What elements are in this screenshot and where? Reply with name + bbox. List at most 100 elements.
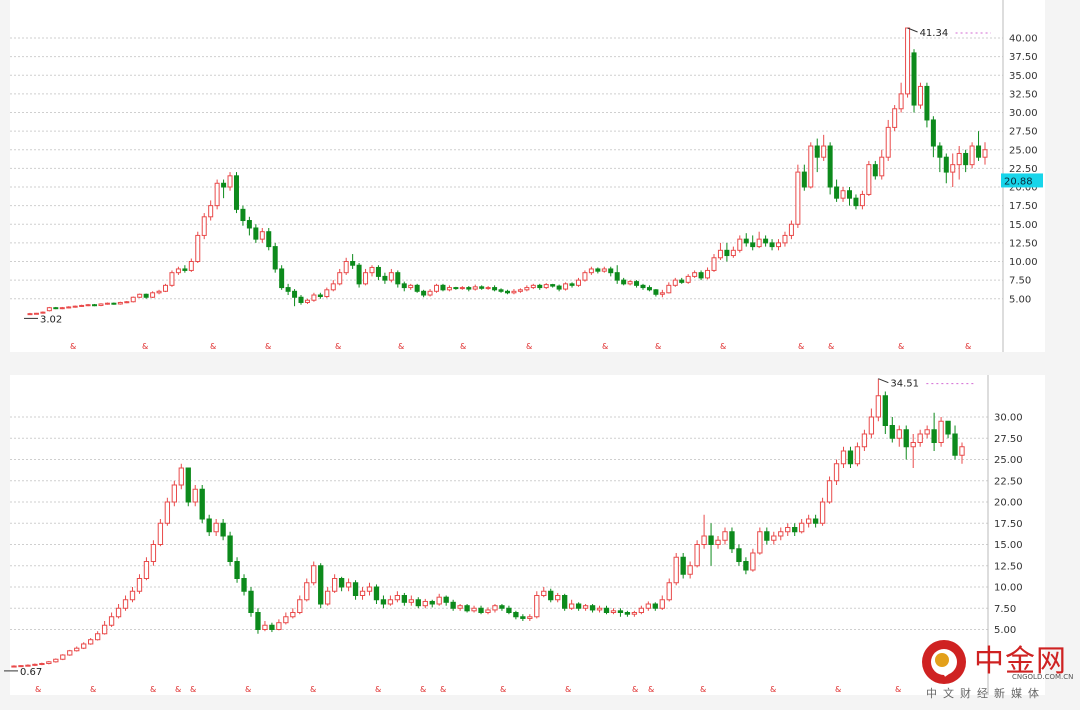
candle-body <box>46 307 52 312</box>
candle <box>169 270 175 287</box>
candle-body <box>814 145 820 158</box>
candle-body <box>621 279 627 285</box>
candle <box>499 604 505 611</box>
y-tick-label: 30.00 <box>1009 108 1038 119</box>
candle-body <box>39 663 45 665</box>
candle <box>492 285 498 292</box>
candle-body <box>646 287 652 291</box>
candle-body <box>143 561 150 579</box>
candle-body <box>743 561 749 571</box>
candle <box>337 268 343 286</box>
candle-body <box>304 299 310 303</box>
candle <box>363 268 369 286</box>
candle <box>520 614 526 621</box>
candle-body <box>945 420 951 435</box>
candle <box>892 105 898 132</box>
candle <box>185 467 191 507</box>
candle <box>79 304 85 307</box>
candle-body <box>708 535 714 545</box>
candle <box>750 548 756 572</box>
candle-body <box>485 287 491 290</box>
candle-body <box>853 197 859 207</box>
candle <box>812 514 819 528</box>
candle-body <box>588 268 594 274</box>
candle-body <box>866 164 872 195</box>
event-marker: & <box>70 342 76 351</box>
candle-body <box>208 205 214 218</box>
candle-body <box>924 85 930 121</box>
candle <box>32 663 38 667</box>
candle <box>730 246 736 258</box>
candle-body <box>324 289 330 298</box>
candle-body <box>722 531 728 541</box>
event-marker: & <box>895 685 901 694</box>
candle <box>387 595 394 606</box>
candle <box>715 536 721 549</box>
candle <box>517 288 523 293</box>
candle-body <box>338 578 345 588</box>
candle-body <box>317 294 323 298</box>
candle <box>163 283 169 293</box>
candle <box>408 595 414 606</box>
candle <box>67 649 73 656</box>
candle <box>743 233 749 247</box>
candle <box>46 306 52 312</box>
candle-body <box>821 145 827 158</box>
candle <box>39 662 45 666</box>
candle-body <box>137 293 143 298</box>
candle-body <box>903 429 909 448</box>
candle <box>524 285 530 292</box>
event-marker: & <box>770 685 776 694</box>
candle <box>631 610 638 617</box>
candle-body <box>666 582 672 601</box>
watermark-url: CNGOLD.COM.CN <box>1012 673 1074 681</box>
peak-label: 41.34 <box>920 28 949 39</box>
event-marker: & <box>828 342 834 351</box>
candle <box>262 621 268 632</box>
candle <box>550 283 556 288</box>
candle <box>763 235 769 247</box>
candle-body <box>436 596 442 605</box>
candle-body <box>485 609 491 613</box>
event-marker: & <box>648 685 654 694</box>
candle <box>534 591 540 619</box>
candle <box>92 303 98 307</box>
y-tick-label: 20.00 <box>994 498 1023 509</box>
candle-body <box>171 484 177 503</box>
candle-body <box>627 281 633 285</box>
candle-body <box>730 249 736 257</box>
candle <box>601 266 607 273</box>
candle <box>687 561 693 579</box>
candle-body <box>861 433 868 448</box>
candle-body <box>46 661 52 664</box>
event-marker: & <box>632 685 638 694</box>
candle-body <box>952 433 958 456</box>
candle <box>453 286 459 290</box>
candle <box>885 119 891 161</box>
candle-body <box>117 301 123 305</box>
candle-body <box>659 599 665 609</box>
candle-body <box>304 582 310 601</box>
candle-body <box>652 603 658 609</box>
candle-body <box>415 599 421 607</box>
event-marker: & <box>565 685 571 694</box>
candle-body <box>422 600 428 607</box>
candle <box>808 142 814 189</box>
candle <box>434 283 440 293</box>
event-marker: & <box>700 685 706 694</box>
y-tick-label: 25.00 <box>994 455 1023 466</box>
candle <box>143 557 150 581</box>
candle-body <box>246 220 252 229</box>
y-tick-label: 30.00 <box>994 413 1023 424</box>
candle-body <box>111 302 117 305</box>
candle-body <box>382 275 388 281</box>
candle-body <box>373 586 380 601</box>
candle-body <box>408 599 414 603</box>
candle-body <box>401 283 407 289</box>
candle <box>938 417 944 447</box>
candle-body <box>847 450 854 465</box>
candle <box>290 608 296 619</box>
candle-body <box>220 522 226 537</box>
candle-body <box>511 290 517 294</box>
candle-body <box>269 624 275 630</box>
